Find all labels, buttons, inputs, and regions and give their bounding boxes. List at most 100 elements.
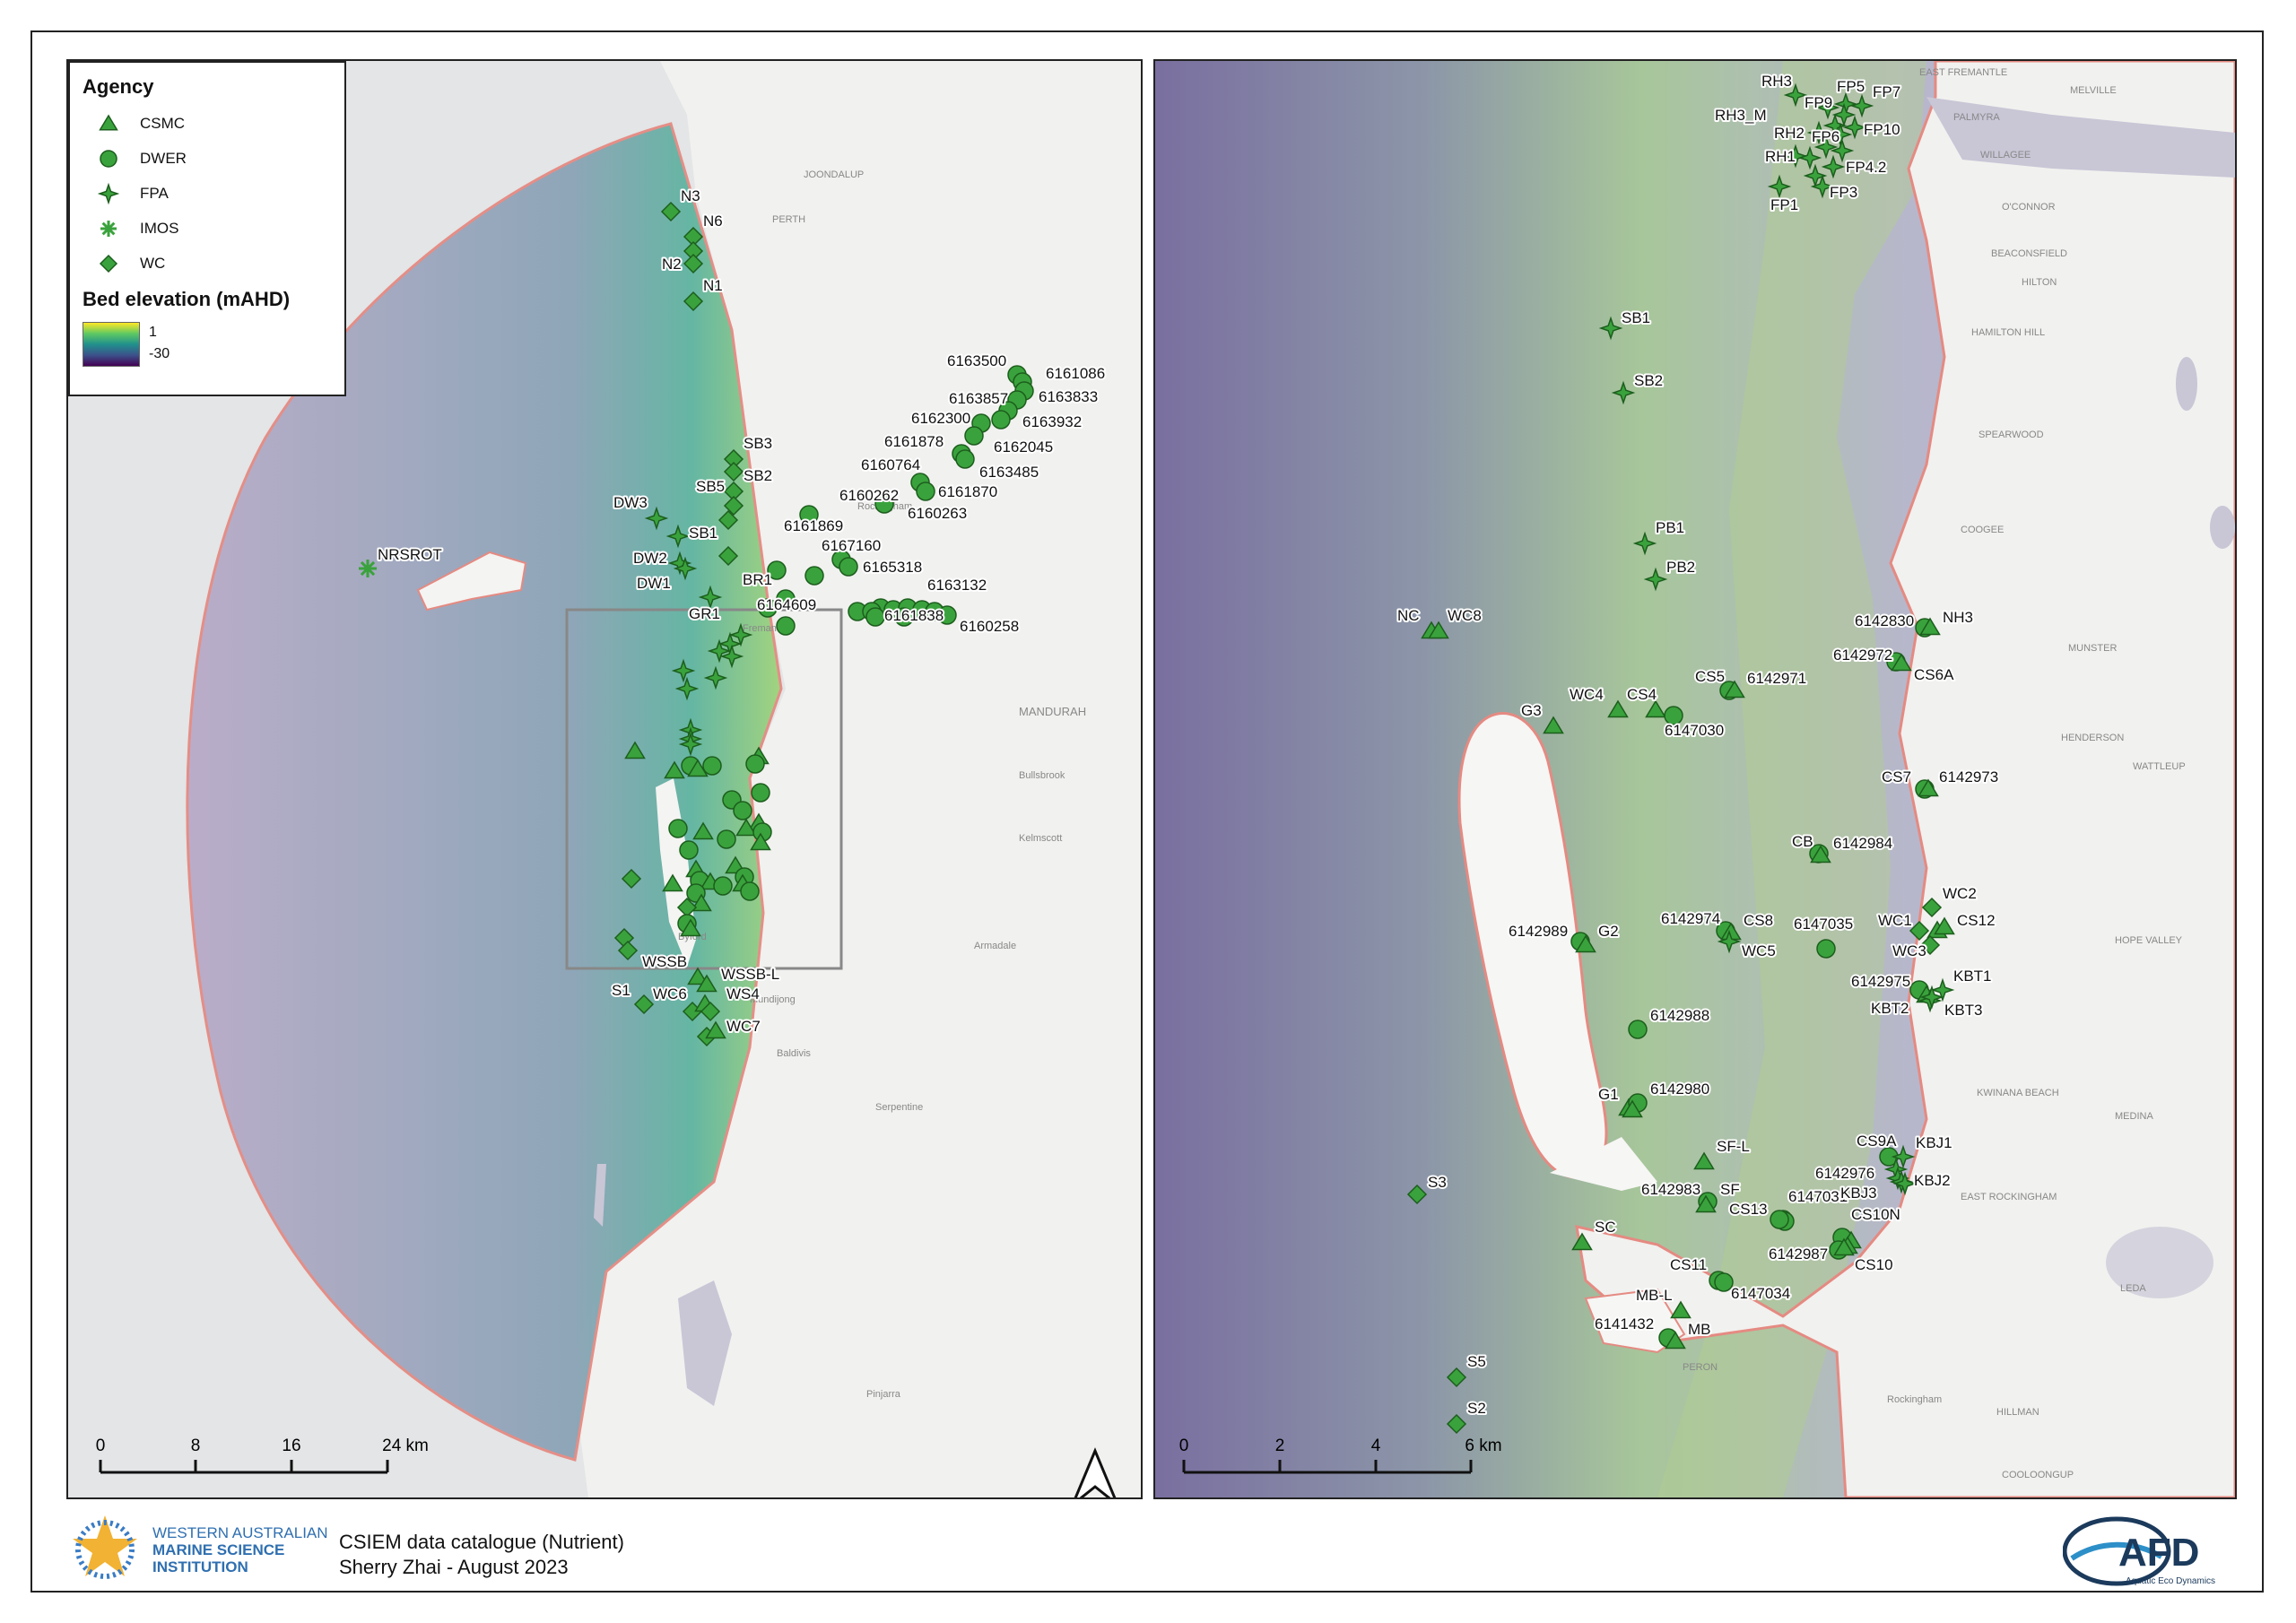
overview-map: JOONDALUPPERTHRockinghamMANDURAHBullsbro…	[66, 59, 1143, 1499]
dwer-circle-icon	[865, 607, 885, 627]
place-label: BEACONSFIELD	[1991, 248, 2067, 259]
fpa-star-icon	[719, 644, 744, 669]
place-label: Bullsbrook	[1019, 770, 1065, 781]
station-label: NC	[1397, 607, 1420, 624]
dwer-circle-icon	[668, 819, 688, 838]
station-label: G2	[1598, 923, 1619, 940]
csmc-triangle-icon	[664, 760, 685, 779]
fpa-star-icon	[1767, 174, 1792, 199]
station-label: 6161838	[884, 607, 944, 624]
dwer-circle-icon	[991, 410, 1011, 430]
station-label: KBJ3	[1840, 1185, 1877, 1202]
scale-tick: 8	[191, 1436, 201, 1455]
caption-author: Sherry Zhai - August 2023	[339, 1556, 569, 1578]
station-label: BR1	[743, 571, 772, 588]
csmc-triangle-icon	[1607, 699, 1629, 718]
wamsi-logo: WESTERN AUSTRALIAN MARINE SCIENCE INSTIT…	[66, 1512, 335, 1587]
dwer-circle-icon	[717, 829, 736, 849]
wamsi-line: MARINE SCIENCE	[152, 1541, 285, 1558]
station-label: FP5	[1837, 78, 1865, 95]
fpa-star-icon	[1892, 1171, 1918, 1196]
csmc-triangle-icon	[735, 818, 757, 837]
scale-tick: 2	[1275, 1436, 1285, 1455]
legend-agency-title: Agency	[83, 75, 154, 98]
place-label: Fremantle	[743, 623, 787, 634]
dwer-circle-icon	[937, 605, 957, 625]
wc-diamond-icon	[683, 253, 704, 274]
wamsi-line: INSTITUTION	[152, 1558, 248, 1575]
fpa-star-icon	[665, 524, 691, 549]
csmc-triangle-icon	[1670, 1300, 1692, 1319]
wamsi-line: WESTERN AUSTRALIAN	[152, 1524, 328, 1541]
place-label: COOGEE	[1961, 525, 2004, 535]
place-label: HILTON	[2022, 277, 2057, 288]
place-label: Armadale	[974, 941, 1016, 951]
csmc-triangle-icon	[1665, 1331, 1686, 1350]
station-label: S3	[1428, 1174, 1447, 1191]
fpa-star-icon	[1930, 977, 1955, 1002]
fpa-star-icon	[1810, 174, 1835, 199]
station-label: 6164609	[757, 596, 816, 613]
elevation-max: 1	[149, 325, 157, 340]
csmc-triangle-icon	[1571, 1232, 1593, 1251]
dwer-circle-icon	[767, 560, 787, 580]
place-label: MANDURAH	[1019, 705, 1086, 718]
wc-diamond-icon	[718, 545, 739, 567]
station-label: N1	[703, 277, 723, 294]
dwer-circle-icon	[713, 876, 733, 896]
station-label: CS6A	[1914, 666, 1954, 683]
fpa-star-icon	[1643, 567, 1668, 592]
csmc-triangle-icon	[1810, 845, 1831, 864]
station-label: SB2	[1634, 372, 1663, 389]
station-label: 6142830	[1855, 612, 1914, 629]
dwer-circle-icon	[758, 598, 778, 618]
legend-item: DWER	[83, 141, 332, 176]
station-label: 6142976	[1815, 1165, 1874, 1182]
fpa-star-icon	[707, 638, 732, 664]
station-label: WSSB	[642, 953, 687, 970]
inset-extent-box	[565, 608, 843, 970]
afd-logo: AFD Aquatic Eco Dynamics	[2063, 1514, 2242, 1589]
wc-diamond-icon	[723, 461, 744, 482]
fpa-star-icon	[1821, 154, 1846, 179]
wc-diamond-icon	[683, 291, 704, 312]
dwer-circle-icon	[1628, 1020, 1648, 1039]
elevation-color-ramp: 1 -30	[83, 322, 332, 367]
station-label: DW3	[613, 494, 648, 511]
place-label: HILLMAN	[1996, 1407, 2039, 1418]
place-label: Mundijong	[750, 994, 796, 1005]
place-label: O'CONNOR	[2002, 202, 2056, 213]
place-label: HOPE VALLEY	[2115, 935, 2183, 946]
legend-item-label: IMOS	[140, 219, 179, 237]
place-label: Baldivis	[777, 1048, 811, 1059]
station-label: N2	[662, 256, 682, 273]
scale-tick: 24 km	[382, 1436, 429, 1455]
fpa-star-icon	[644, 506, 669, 531]
station-label: SB2	[744, 467, 772, 484]
station-label: 6163485	[979, 464, 1039, 481]
station-label: CS12	[1957, 912, 1996, 929]
station-label: 6141432	[1595, 1315, 1654, 1332]
dwer-circle-icon	[745, 754, 765, 774]
station-label: 6163857	[949, 390, 1008, 407]
station-label: PB2	[1666, 559, 1695, 576]
detail-map-canvas: EAST FREMANTLE MELVILLE PALMYRA WILLAGEE O'C…	[1155, 61, 2235, 1497]
station-label: DW1	[637, 575, 671, 592]
place-label: PERTH	[772, 214, 805, 225]
station-label: 6160764	[861, 456, 920, 473]
station-label: 6142975	[1851, 973, 1910, 990]
scale-bar: 0 8 16 24 km	[96, 1436, 429, 1474]
wc-diamond-icon	[1446, 1367, 1467, 1388]
csmc-triangle-icon	[1934, 916, 1955, 935]
legend-item-label: FPA	[140, 184, 169, 202]
station-label: CS9A	[1857, 1133, 1897, 1150]
place-label: PALMYRA	[1953, 112, 2000, 123]
station-label: 6163132	[927, 577, 987, 594]
scale-tick: 0	[1179, 1436, 1189, 1455]
station-label: SF-L	[1717, 1138, 1750, 1155]
legend-elevation-title: Bed elevation (mAHD)	[83, 288, 291, 310]
station-label: 6161870	[938, 483, 997, 500]
csmc-triangle-icon	[692, 821, 714, 840]
csmc-triangle-icon	[1543, 716, 1564, 734]
legend-item: IMOS	[83, 211, 332, 246]
